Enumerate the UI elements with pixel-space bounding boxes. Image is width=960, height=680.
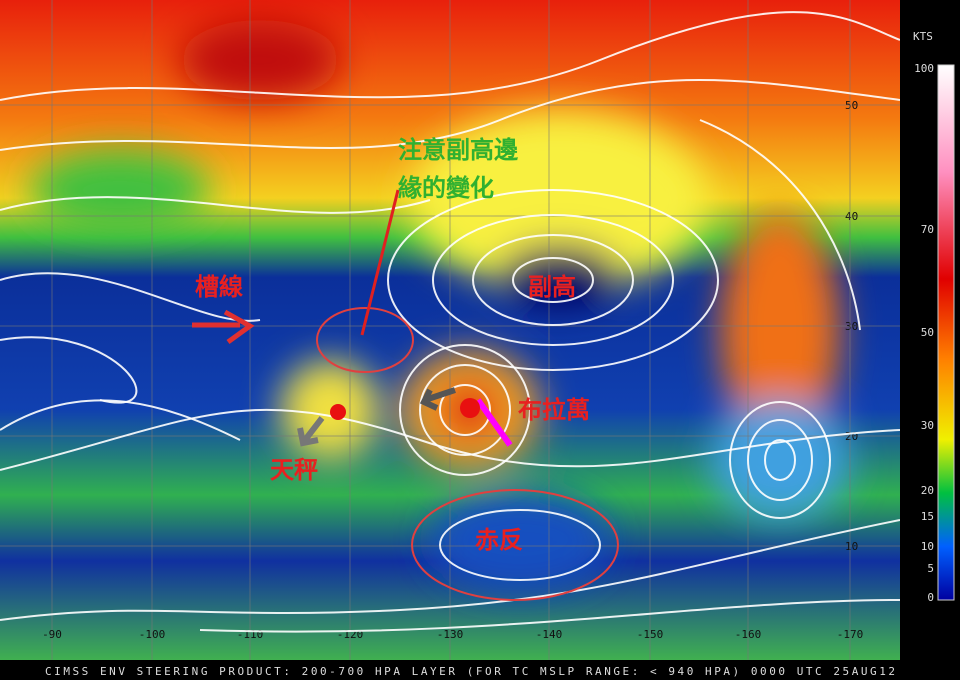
footer-bar [0,660,900,680]
footer-text: CIMSS ENV STEERING PRODUCT: 200-700 HPA … [45,665,895,678]
typhoon-label: 布拉萬 [518,396,590,424]
lon-label: -160 [735,628,762,641]
colorbar-label: 5 [927,562,934,575]
annotation-marks [192,189,619,601]
colorbar-label: 0 [927,591,934,604]
wind-blobs [30,20,850,590]
lat-label: 30 [845,320,858,333]
colorbar-label: 100 [914,62,934,75]
lon-label: -170 [837,628,864,641]
lat-label: 20 [845,430,858,443]
streamlines [0,11,900,633]
high-label: 副高 [528,273,576,301]
colorbar-label: 15 [921,510,934,523]
lon-label: -130 [437,628,464,641]
trough-label: 槽線 [195,273,243,301]
colorbar-unit: KTS [913,30,933,43]
colorbar-label: 70 [921,223,934,236]
lon-label: -100 [139,628,166,641]
colorbar-label: 50 [921,326,934,339]
colorbar-label: 30 [921,419,934,432]
lon-label: -150 [637,628,664,641]
typhoon-label: 天秤 [270,456,318,484]
note-text: 緣的變化 [398,174,494,202]
lat-label: 10 [845,540,858,553]
lon-label: -140 [536,628,563,641]
note-text: 注意副高邊 [398,136,518,164]
lon-label: -110 [237,628,264,641]
lat-label: 50 [845,99,858,112]
lon-label: -90 [42,628,62,641]
lat-label: 40 [845,210,858,223]
colorbar [937,64,955,601]
colorbar-label: 20 [921,484,934,497]
anticyclone-label: 赤反 [475,526,523,554]
colorbar-label: 10 [921,540,934,553]
